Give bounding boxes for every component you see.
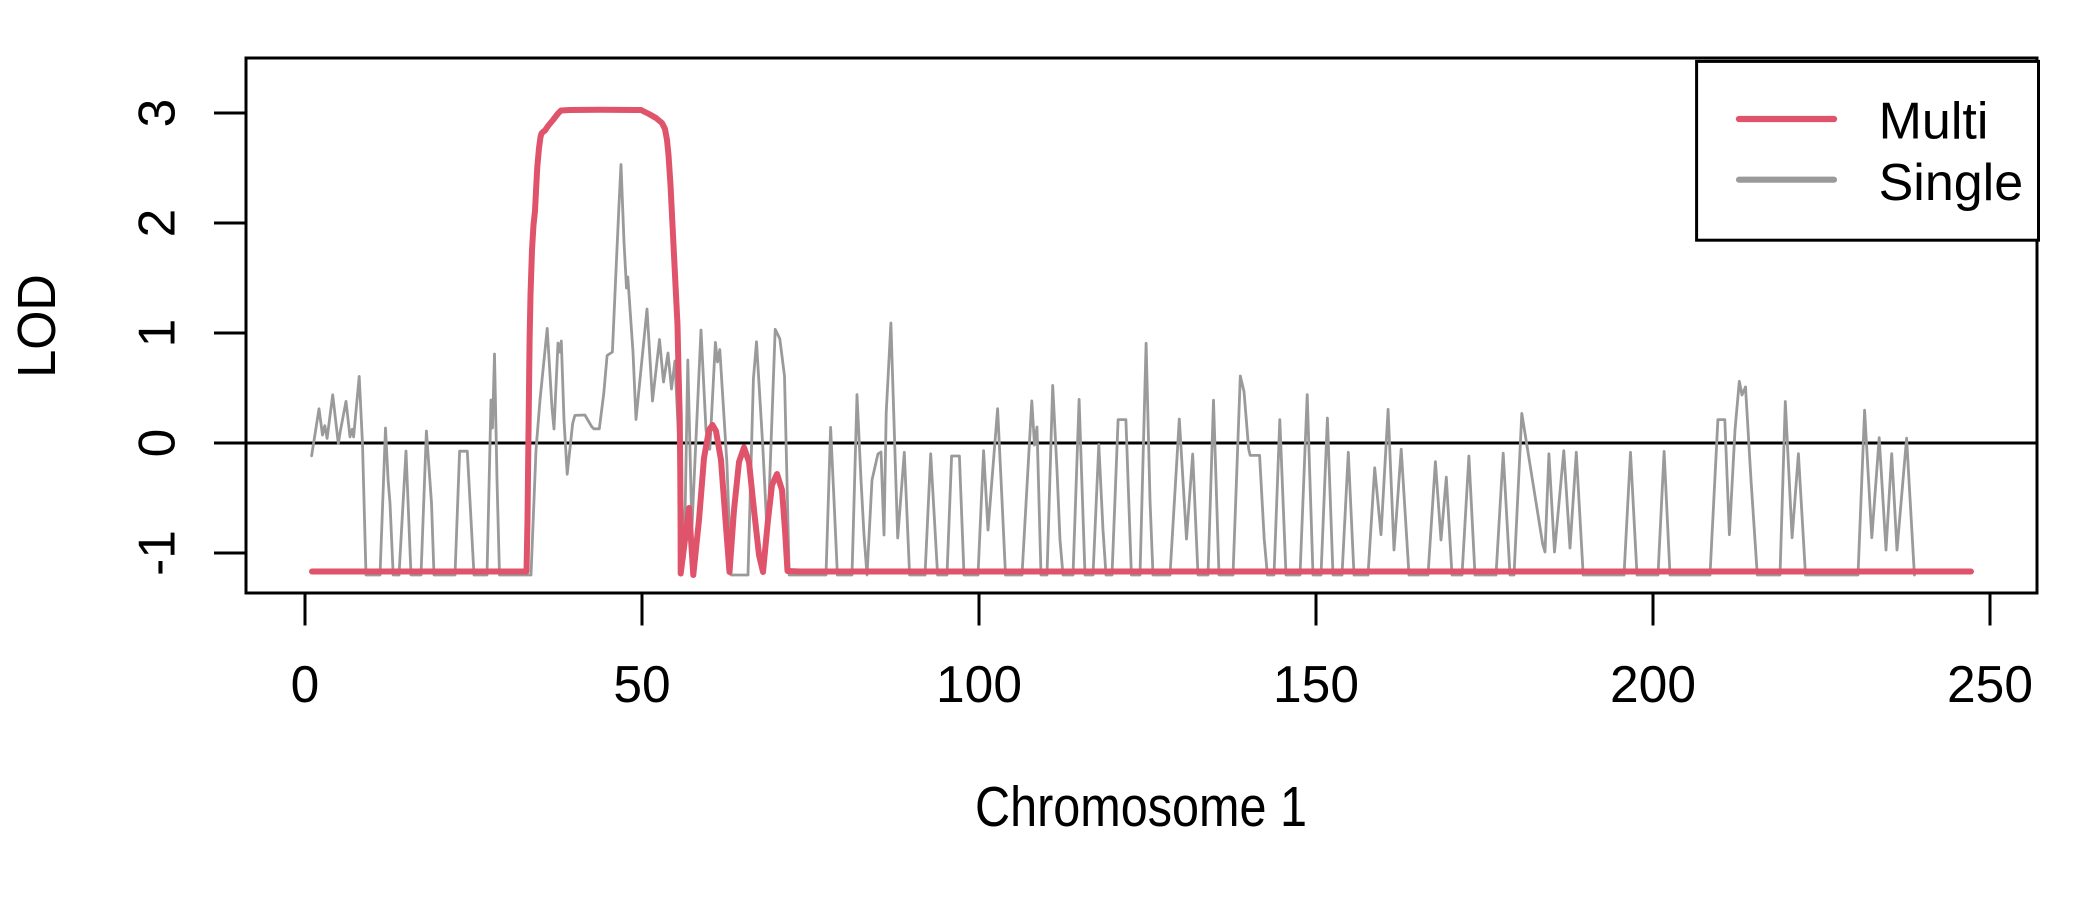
svg-text:200: 200 (1610, 655, 1696, 713)
svg-text:2: 2 (128, 209, 186, 238)
svg-text:150: 150 (1273, 655, 1359, 713)
svg-text:Single: Single (1879, 154, 2024, 212)
svg-text:-1: -1 (128, 530, 186, 576)
svg-text:100: 100 (936, 655, 1022, 713)
svg-text:250: 250 (1947, 655, 2033, 713)
svg-text:0: 0 (291, 655, 320, 713)
svg-text:Multi: Multi (1879, 93, 1989, 151)
svg-text:0: 0 (128, 429, 186, 458)
svg-text:3: 3 (128, 99, 186, 128)
svg-text:LOD: LOD (8, 274, 67, 378)
svg-text:50: 50 (613, 655, 670, 713)
svg-text:Chromosome 1: Chromosome 1 (975, 775, 1307, 839)
svg-text:1: 1 (128, 319, 186, 348)
